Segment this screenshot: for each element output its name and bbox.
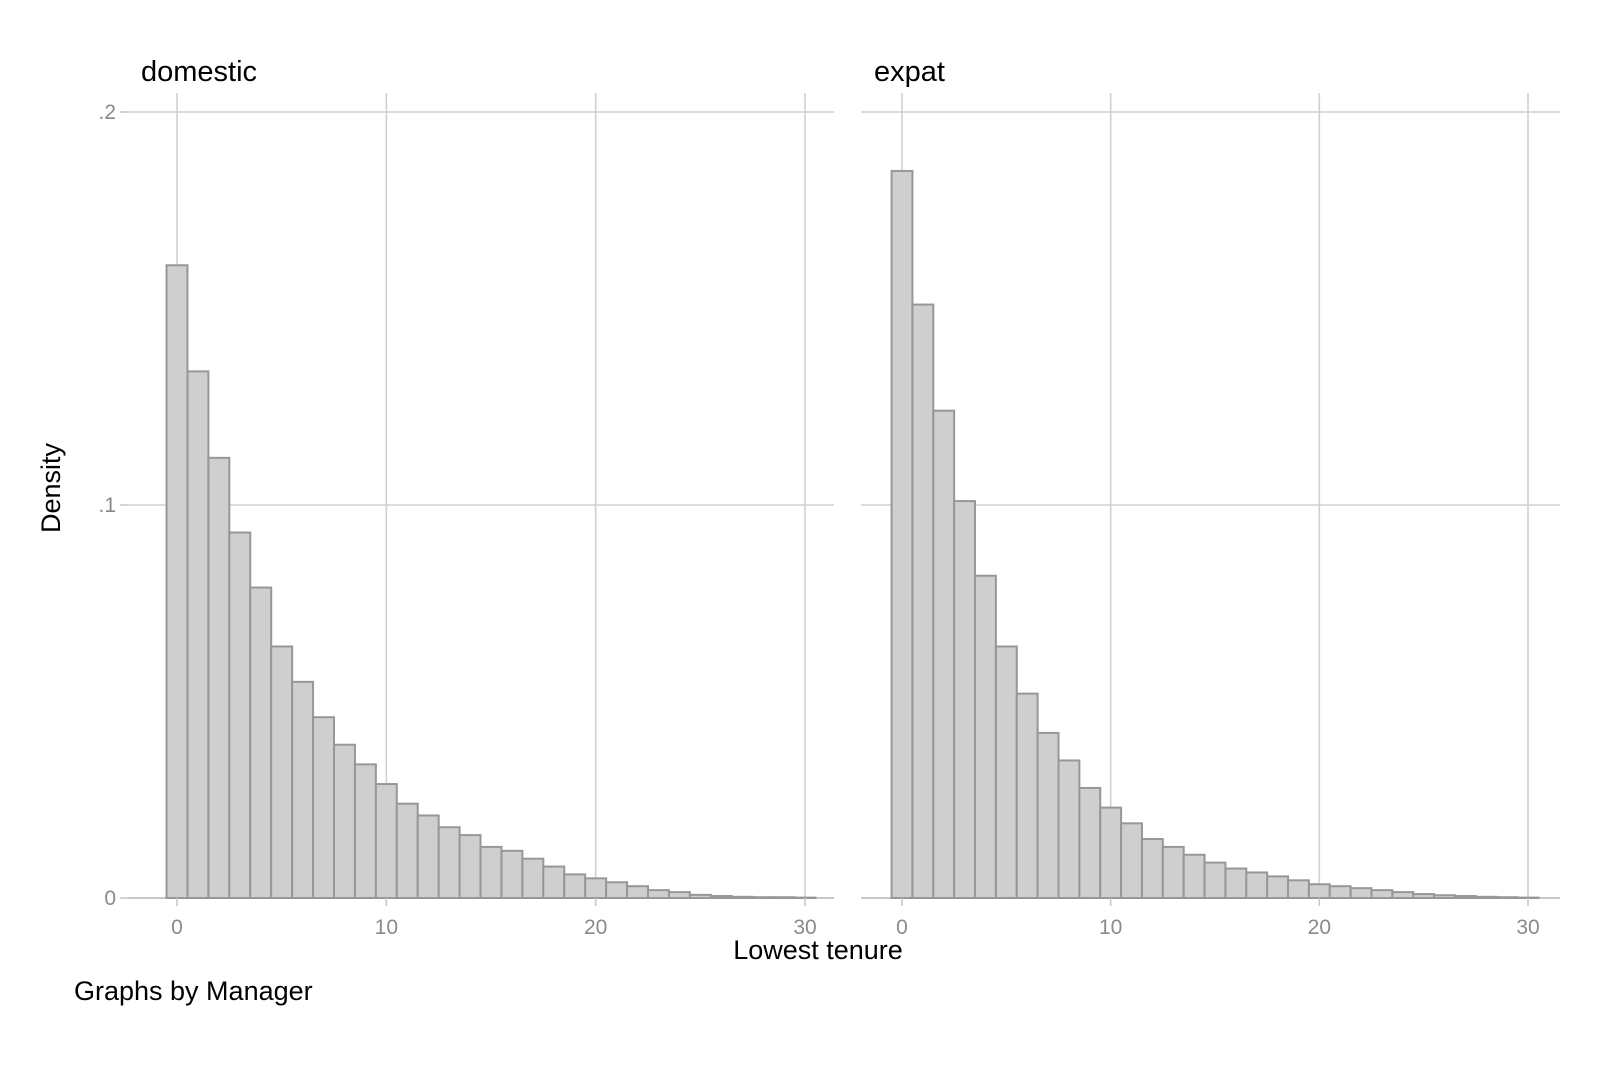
histogram-bar (458, 834, 482, 899)
x-tick-label: 0 (171, 916, 183, 939)
histogram-bar (1057, 759, 1081, 900)
histogram-bar (1036, 731, 1060, 899)
graphs-by-note: Graphs by Manager (74, 976, 313, 1006)
histogram-bar (890, 169, 914, 899)
histogram-bar (186, 370, 210, 899)
histogram-bar (974, 574, 997, 899)
histogram-bar (1182, 853, 1206, 900)
histogram-bar (647, 889, 670, 900)
x-tick-label: 10 (1099, 916, 1122, 939)
histogram-bar (521, 857, 545, 900)
x-tick-label: 0 (896, 916, 908, 939)
histogram-bar (416, 814, 440, 899)
histogram-bar (709, 895, 733, 899)
histogram-bar (1474, 895, 1498, 899)
panel-title: domestic (141, 56, 257, 88)
y-tick-label: 0 (104, 887, 116, 910)
x-axis-label: Lowest tenure (733, 935, 903, 965)
histogram-bar (1266, 875, 1290, 900)
histogram-bar (291, 680, 315, 899)
histogram-bar (228, 531, 252, 899)
histogram-bar (563, 873, 587, 899)
histogram-bar (479, 845, 503, 899)
histogram-bar (437, 826, 461, 900)
histogram-bar (374, 783, 398, 900)
histogram-bar (667, 891, 691, 899)
histogram-bar (1015, 692, 1039, 900)
histogram-bar (1140, 838, 1164, 899)
histogram-bar (500, 849, 524, 900)
panel-title: expat (874, 56, 945, 88)
histogram-bar (953, 500, 977, 899)
histogram-bar (1495, 896, 1519, 899)
x-tick-label: 30 (793, 916, 816, 939)
histogram-bar (333, 743, 356, 899)
histogram-bar (1099, 806, 1123, 899)
histogram-bar (1412, 893, 1436, 900)
histogram-bar (1161, 845, 1185, 899)
x-tick-label: 10 (375, 916, 398, 939)
x-tick-label: 20 (584, 916, 607, 939)
histogram-bar (932, 409, 956, 899)
histogram-bar (994, 645, 1018, 899)
histogram-bar (270, 645, 294, 899)
histogram-bar (1245, 871, 1269, 900)
histogram-bar (626, 885, 649, 900)
histogram-bar (772, 896, 796, 899)
histogram-bar (1287, 879, 1310, 900)
histogram-bar (1433, 894, 1456, 900)
histogram-bar (605, 881, 629, 900)
histogram-bar (395, 802, 419, 899)
histogram-bar (542, 865, 566, 899)
y-axis-ticks: 0 .1 .2 (98, 101, 128, 910)
x-tick-label: 30 (1516, 916, 1539, 939)
histogram-bar (751, 896, 775, 899)
histogram-bar (353, 763, 377, 899)
histogram-bar (584, 877, 608, 899)
histogram-bar (1078, 786, 1102, 900)
histogram-bar (1328, 885, 1352, 900)
y-tick-label: .1 (98, 494, 116, 517)
histogram-bar (730, 895, 754, 899)
histogram-bar (911, 303, 935, 899)
histogram-bar (1307, 883, 1331, 899)
histogram-bar (1203, 861, 1227, 900)
histogram-bar (1224, 867, 1248, 900)
panel-domestic: 0 10 20 30 domestic (128, 56, 834, 939)
y-tick-label: .2 (98, 101, 116, 124)
histogram-bar (1120, 822, 1143, 900)
histogram-bar (1370, 889, 1394, 900)
histogram-bar (165, 264, 189, 899)
histogram-bar (1453, 895, 1477, 899)
panel-expat: 0 10 20 30 expat (861, 56, 1560, 939)
histogram-bar (1349, 887, 1373, 899)
y-axis-label: Density (36, 442, 66, 533)
histogram-bar (312, 716, 336, 899)
histogram-bar (207, 456, 231, 899)
x-tick-label: 20 (1308, 916, 1331, 939)
histogram-bar (249, 586, 273, 900)
histogram-bar (688, 893, 712, 900)
histogram-bar (1391, 891, 1415, 899)
